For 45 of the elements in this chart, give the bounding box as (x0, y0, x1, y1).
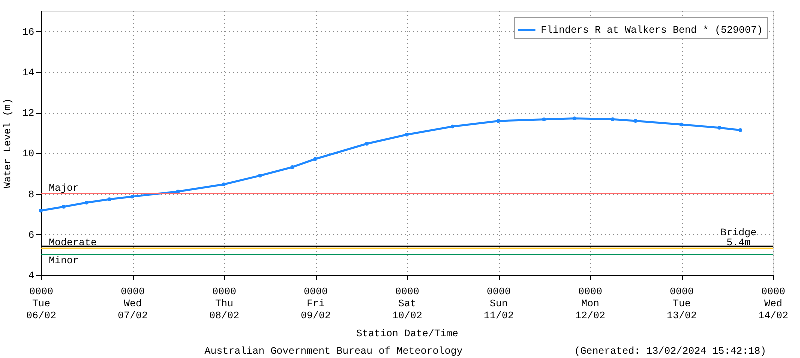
x-tick-label: 0000 Tue 13/02 (666, 288, 698, 322)
point (405, 133, 409, 137)
point (84, 201, 89, 205)
point (634, 119, 638, 123)
point (365, 142, 369, 146)
y-tick-label: 12 (22, 109, 34, 120)
point (290, 166, 294, 170)
y-tick-label: 4 (28, 272, 34, 282)
point (130, 194, 134, 199)
x-tick-label: 0000 Thu 08/02 (209, 288, 240, 322)
x-tick-label: 0000 Mon 12/02 (575, 288, 606, 322)
point (450, 124, 455, 129)
x-axis-title: Station Date/Time (356, 328, 459, 340)
ref-line-label: Minor (49, 256, 80, 268)
point (258, 174, 262, 178)
point (39, 208, 43, 213)
y-tick-label: 16 (22, 28, 34, 39)
y-tick-label: 8 (28, 190, 34, 202)
point (62, 205, 66, 209)
point (222, 182, 226, 186)
x-tick-label: 0000 Tue 06/02 (26, 288, 57, 322)
x-tick-label: 0000 Wed 14/02 (758, 288, 789, 322)
text: Australian Government Bureau of Meteorology (204, 346, 463, 358)
x-tick-label: 0000 Wed 07/02 (118, 288, 148, 322)
x-tick-label: 0000 Sun 11/02 (484, 288, 514, 322)
y-tick-label: 6 (28, 230, 34, 242)
text: (Generated: 13/02/2024 15:42:18) (574, 346, 767, 358)
annotation: Bridge 5.4m (720, 228, 757, 250)
y-tick-label: 14 (22, 68, 34, 80)
point (718, 126, 722, 130)
x-tick-label: 0000 Sat 10/02 (392, 288, 423, 322)
y-axis-title: Water Level (m) (2, 98, 14, 189)
point (738, 128, 742, 132)
x-tick-label: 0000 Fri 09/02 (300, 288, 332, 322)
point (542, 118, 546, 122)
legend-label: Flinders R at Walkers Bend * (529007) (541, 25, 764, 37)
ref-line-label: Major (49, 182, 80, 195)
ref-line-label: Moderate (49, 238, 98, 250)
point (496, 119, 500, 124)
point (572, 116, 577, 120)
point (314, 157, 318, 162)
y-tick-label: 10 (22, 150, 34, 161)
point (611, 118, 615, 122)
point (108, 198, 112, 202)
point (680, 122, 684, 127)
